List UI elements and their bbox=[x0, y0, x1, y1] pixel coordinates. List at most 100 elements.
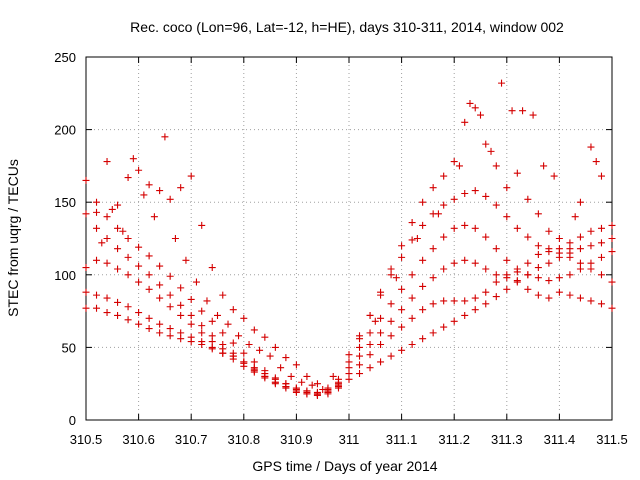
data-point bbox=[282, 354, 290, 362]
data-point bbox=[124, 174, 132, 182]
data-point bbox=[219, 340, 227, 348]
data-point bbox=[108, 205, 116, 213]
data-point bbox=[177, 284, 185, 292]
data-point bbox=[319, 386, 327, 394]
data-point bbox=[398, 285, 406, 293]
data-point bbox=[545, 227, 553, 235]
data-point bbox=[356, 343, 364, 351]
data-point bbox=[135, 243, 143, 251]
data-point bbox=[82, 304, 90, 312]
data-point bbox=[261, 367, 269, 375]
data-point bbox=[177, 301, 185, 309]
data-point bbox=[171, 235, 179, 242]
data-point bbox=[240, 314, 248, 322]
data-point bbox=[545, 248, 553, 256]
data-point bbox=[545, 259, 553, 267]
data-point bbox=[229, 306, 237, 314]
data-point bbox=[250, 365, 258, 373]
data-point bbox=[166, 325, 174, 333]
data-point bbox=[576, 198, 584, 206]
data-point bbox=[187, 311, 195, 319]
data-point bbox=[408, 236, 416, 244]
data-point bbox=[145, 181, 153, 189]
data-point bbox=[503, 274, 511, 282]
data-point bbox=[313, 390, 321, 398]
data-point bbox=[145, 252, 153, 260]
data-point bbox=[124, 316, 132, 324]
data-point bbox=[329, 372, 337, 380]
data-point bbox=[124, 253, 132, 261]
data-point bbox=[177, 184, 185, 192]
data-point bbox=[419, 198, 427, 206]
data-point bbox=[534, 274, 542, 282]
data-point bbox=[103, 309, 111, 317]
data-point bbox=[503, 213, 511, 221]
data-point bbox=[324, 384, 332, 392]
data-point bbox=[440, 201, 448, 209]
data-point bbox=[408, 314, 416, 322]
data-point bbox=[366, 311, 374, 319]
x-tick-label: 310.7 bbox=[175, 432, 208, 447]
data-point bbox=[529, 111, 537, 119]
data-point bbox=[434, 210, 442, 218]
data-point bbox=[597, 239, 605, 247]
data-point bbox=[203, 297, 211, 305]
data-point bbox=[277, 364, 285, 372]
data-point bbox=[429, 245, 437, 253]
data-point bbox=[450, 195, 458, 203]
data-point bbox=[103, 259, 111, 267]
data-point bbox=[303, 372, 311, 380]
data-point bbox=[450, 158, 458, 166]
x-tick-label: 311 bbox=[339, 432, 360, 447]
data-point bbox=[597, 224, 605, 232]
data-point bbox=[597, 300, 605, 308]
data-point bbox=[524, 285, 532, 293]
data-point bbox=[135, 166, 143, 174]
data-point bbox=[187, 320, 195, 328]
data-point bbox=[597, 253, 605, 261]
x-tick-label: 310.6 bbox=[122, 432, 155, 447]
data-point bbox=[419, 256, 427, 264]
data-point bbox=[524, 271, 532, 279]
data-point bbox=[455, 162, 463, 170]
data-point bbox=[93, 304, 101, 312]
data-point bbox=[334, 375, 342, 383]
y-axis-label: STEC from uqrg / TECUs bbox=[5, 159, 21, 317]
data-point bbox=[240, 358, 248, 366]
data-point bbox=[566, 271, 574, 279]
data-point bbox=[198, 329, 206, 337]
data-point bbox=[419, 306, 427, 314]
data-point bbox=[345, 358, 353, 366]
data-point bbox=[419, 282, 427, 290]
data-point bbox=[292, 384, 300, 392]
data-point bbox=[608, 235, 616, 242]
data-point bbox=[555, 235, 563, 242]
data-point bbox=[419, 335, 427, 343]
data-point bbox=[366, 340, 374, 348]
data-point bbox=[608, 304, 616, 312]
data-point bbox=[513, 224, 521, 232]
x-tick-label: 311.3 bbox=[491, 432, 523, 447]
data-point bbox=[555, 288, 563, 296]
y-tick-label: 250 bbox=[54, 50, 76, 65]
data-point bbox=[177, 311, 185, 319]
data-point bbox=[135, 320, 143, 328]
data-point bbox=[103, 213, 111, 221]
data-point bbox=[482, 192, 490, 200]
data-point bbox=[103, 235, 111, 242]
data-point bbox=[156, 281, 164, 289]
data-point bbox=[513, 265, 521, 273]
data-point bbox=[587, 259, 595, 267]
data-point bbox=[608, 248, 616, 256]
data-point bbox=[450, 297, 458, 305]
data-point bbox=[156, 329, 164, 337]
data-point bbox=[377, 329, 385, 337]
data-point bbox=[145, 285, 153, 293]
data-point bbox=[129, 155, 137, 163]
data-point bbox=[114, 298, 122, 306]
data-point bbox=[124, 271, 132, 279]
data-point bbox=[545, 277, 553, 285]
data-point bbox=[566, 253, 574, 261]
data-point bbox=[408, 340, 416, 348]
data-point bbox=[235, 332, 243, 340]
